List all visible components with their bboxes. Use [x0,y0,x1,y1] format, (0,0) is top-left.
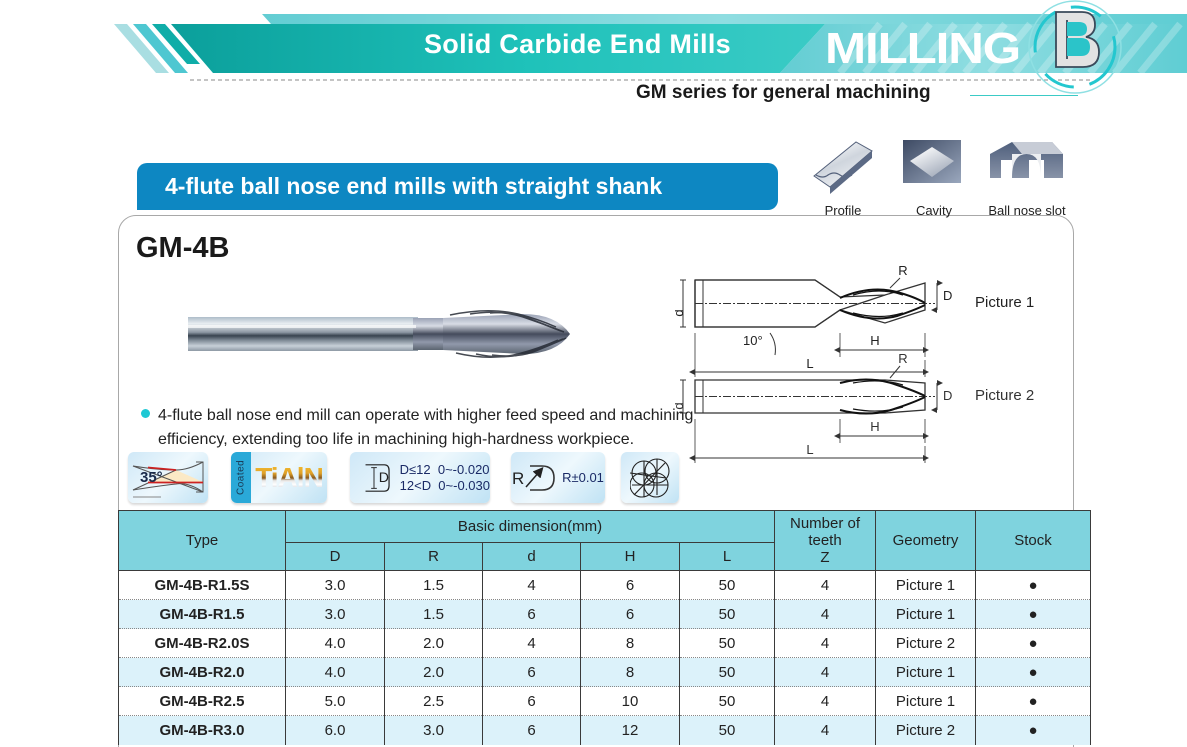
svg-text:D: D [379,468,389,484]
svg-text:Solid Carbide End Mills: Solid Carbide End Mills [424,29,731,59]
svg-text:MILLING: MILLING [825,24,1020,73]
svg-text:R: R [898,265,907,278]
svg-text:10°: 10° [743,333,763,348]
svg-text:R: R [898,351,907,366]
svg-text:35°: 35° [140,469,163,486]
svg-text:d: d [675,402,686,409]
svg-text:H: H [870,419,879,434]
svg-text:Picture 1: Picture 1 [975,294,1034,311]
svg-text:Picture 2: Picture 2 [975,387,1034,404]
svg-text:d: d [675,309,686,316]
svg-text:L: L [806,356,813,371]
svg-text:R: R [512,469,524,488]
svg-text:D: D [943,288,952,303]
svg-text:H: H [870,333,879,348]
svg-text:L: L [806,442,813,457]
svg-text:D: D [943,388,952,403]
